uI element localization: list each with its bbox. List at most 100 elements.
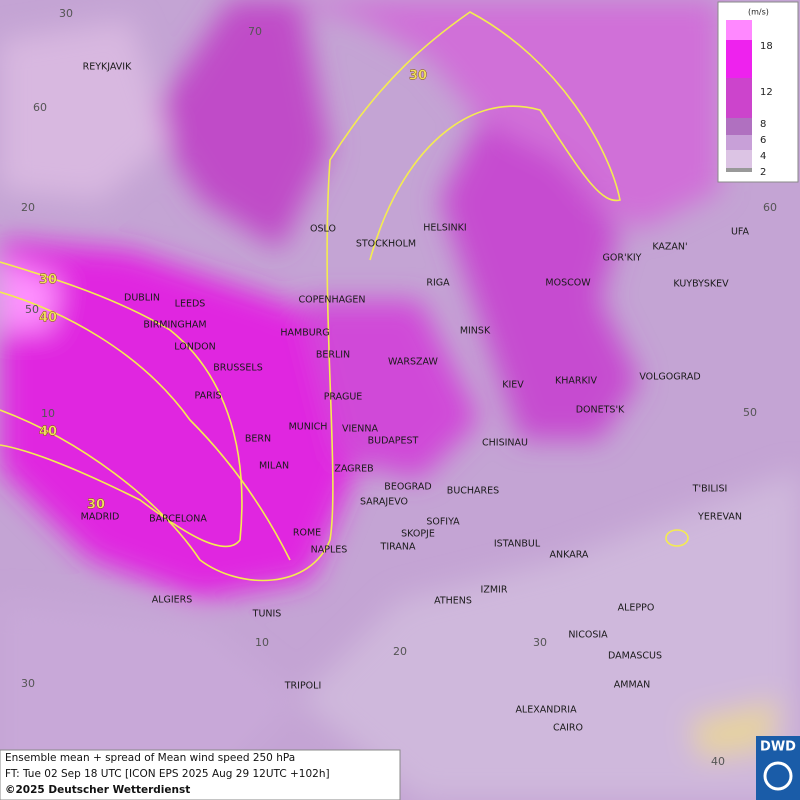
city-label: GOR'KIY (603, 253, 642, 264)
city-label: TIRANA (380, 542, 416, 553)
grid-label: 10 (255, 636, 269, 649)
grid-label: 20 (21, 201, 35, 214)
city-label: MADRID (81, 512, 120, 523)
city-label: ISTANBUL (494, 539, 541, 550)
contour-label: 40 (39, 425, 57, 440)
city-label: VOLGOGRAD (639, 372, 700, 383)
legend-swatch (726, 20, 752, 40)
city-label: HAMBURG (280, 328, 329, 339)
grid-label: 60 (763, 201, 777, 214)
footer-box (0, 749, 401, 800)
city-label: MINSK (460, 326, 491, 337)
city-label: BRUSSELS (213, 363, 262, 374)
city-label: HELSINKI (423, 223, 466, 234)
grid-label: 50 (743, 406, 757, 419)
contour-label: 30 (87, 498, 105, 513)
legend-label: 12 (760, 87, 773, 98)
city-label: CHISINAU (482, 438, 528, 449)
grid-label: 40 (711, 755, 725, 768)
legend-unit: (m/s) (748, 8, 769, 17)
grid-label: 30 (21, 677, 35, 690)
grid-label: 30 (59, 7, 73, 20)
city-label: ATHENS (434, 596, 472, 607)
contour-label: 30 (409, 69, 427, 84)
legend-swatch (726, 118, 752, 135)
logo-text: DWD (760, 740, 796, 755)
legend-swatch (726, 78, 752, 118)
city-label: REYKJAVIK (83, 62, 132, 73)
city-label: RIGA (426, 278, 450, 289)
grid-label: 60 (33, 101, 47, 114)
legend-swatch (726, 168, 752, 172)
city-label: SARAJEVO (360, 497, 408, 508)
legend-label: 2 (760, 167, 766, 178)
city-label: LEEDS (175, 299, 206, 310)
city-label: VIENNA (342, 424, 379, 435)
city-label: MILAN (259, 461, 289, 472)
city-label: DUBLIN (124, 293, 160, 304)
city-label: SOFIYA (426, 517, 460, 528)
city-label: YEREVAN (697, 512, 742, 523)
city-label: KHARKIV (555, 376, 598, 387)
legend-swatch (726, 135, 752, 150)
city-label: LONDON (174, 342, 215, 353)
grid-label: 70 (248, 25, 262, 38)
city-label: ZAGREB (334, 464, 373, 475)
city-label: UFA (731, 227, 750, 238)
grid-label: 50 (25, 303, 39, 316)
city-label: MUNICH (289, 422, 328, 433)
city-label: SKOPJE (401, 529, 435, 540)
contour-label: 30 (39, 273, 57, 288)
city-label: BEOGRAD (384, 482, 431, 493)
city-label: NAPLES (311, 545, 348, 556)
city-label: ANKARA (550, 550, 589, 561)
legend-label: 8 (760, 119, 766, 130)
city-label: ALGIERS (152, 595, 193, 606)
legend-label: 4 (760, 151, 766, 162)
city-label: OSLO (310, 224, 336, 235)
grid-label: 30 (533, 636, 547, 649)
city-labels: REYKJAVIK OSLO STOCKHOLM HELSINKI DUBLIN LEED… (81, 62, 750, 734)
city-label: ALEXANDRIA (515, 705, 577, 716)
city-label: AMMAN (614, 680, 651, 691)
legend-swatch (726, 40, 752, 78)
city-label: TUNIS (252, 609, 282, 620)
city-label: ROME (293, 528, 321, 539)
city-label: KUYBYSKEV (673, 279, 729, 290)
city-label: T'BILISI (692, 484, 728, 495)
city-label: ALEPPO (618, 603, 655, 614)
footer-line: FT: Tue 02 Sep 18 UTC [ICON EPS 2025 Aug… (5, 768, 330, 780)
city-label: TRIPOLI (284, 681, 322, 692)
city-label: MOSCOW (545, 278, 591, 289)
city-label: KAZAN' (652, 242, 687, 253)
city-label: WARSZAW (388, 357, 438, 368)
city-label: CAIRO (553, 723, 583, 734)
city-label: PARIS (194, 391, 221, 402)
city-label: DONETS'K (576, 405, 625, 416)
city-label: DAMASCUS (608, 651, 662, 662)
city-label: BIRMINGHAM (143, 320, 206, 331)
contour-labels: 30 30 40 40 30 (39, 68, 427, 513)
city-label: BARCELONA (149, 514, 207, 525)
grid-label: 10 (41, 407, 55, 420)
footer-line: ©2025 Deutscher Wetterdienst (5, 784, 190, 796)
city-label: IZMIR (481, 585, 508, 596)
city-label: PRAGUE (324, 392, 363, 403)
legend-label: 18 (760, 41, 773, 52)
legend-label: 6 (760, 135, 766, 146)
city-label: BUDAPEST (368, 436, 419, 447)
logo-icon (763, 761, 793, 791)
legend: (m/s) 18 12 8 6 4 2 (717, 1, 799, 183)
city-label: NICOSIA (568, 630, 608, 641)
city-label: COPENHAGEN (299, 295, 366, 306)
footer-line: Ensemble mean + spread of Mean wind spee… (5, 752, 295, 764)
city-label: STOCKHOLM (356, 239, 416, 250)
grid-label: 20 (393, 645, 407, 658)
contour-label: 40 (39, 311, 57, 326)
grid-labels: 30 70 60 20 50 10 30 60 50 10 20 30 40 (21, 7, 777, 768)
city-label: BERLIN (316, 350, 350, 361)
city-label: BERN (245, 434, 271, 445)
city-label: BUCHARES (447, 486, 499, 497)
